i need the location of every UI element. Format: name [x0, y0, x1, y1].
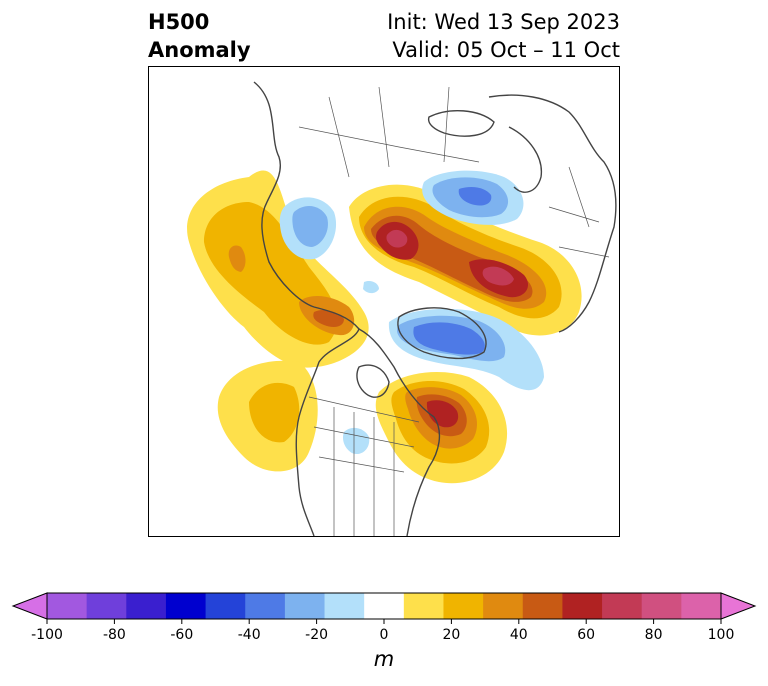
colorbar-tick-label: 100	[707, 627, 735, 643]
title-variable: H500	[148, 10, 210, 34]
canada-negative-core	[413, 322, 485, 355]
colorbar-tick-label: -40	[237, 627, 261, 643]
colorbar-tick-label: 80	[644, 627, 663, 643]
anomaly-map	[148, 66, 620, 537]
colorbar-cell	[641, 593, 682, 619]
colorbar-tick-label: 20	[442, 627, 461, 643]
title-field: Anomaly	[148, 38, 251, 62]
us-canada-border	[308, 396, 420, 423]
colorbar-cell	[403, 593, 444, 619]
greenland-coast	[397, 307, 487, 360]
us-state-lines	[313, 407, 415, 536]
russia-borders	[298, 86, 480, 178]
colorbar-cell	[324, 593, 365, 619]
colorbar-cell	[165, 593, 207, 619]
europe-coast	[488, 94, 617, 333]
colorbar-tick-label: -100	[31, 627, 63, 643]
colorbar-cell	[86, 593, 127, 619]
pacific-positive-inner	[228, 245, 246, 272]
valid-range: Valid: 05 Oct – 11 Oct	[392, 38, 620, 62]
atlantic-max-core	[426, 400, 459, 428]
colorbar-ticks	[46, 619, 722, 624]
colorbar-cell	[205, 593, 246, 619]
east-pacific-positive-core	[249, 382, 300, 443]
colorbar-cell	[284, 593, 326, 619]
colorbar-cell	[47, 593, 88, 619]
colorbar-tick-label: -60	[170, 627, 194, 643]
colorbar-tick-label: -80	[102, 627, 126, 643]
colorbar-cells	[47, 593, 722, 619]
anomaly-fields	[187, 170, 582, 484]
siberia-negative-inner	[458, 187, 492, 206]
anomaly-map-svg	[187, 81, 617, 536]
asia-coast	[253, 81, 315, 308]
hudson-bay	[356, 364, 390, 398]
colorbar	[11, 592, 757, 624]
init-date: Init: Wed 13 Sep 2023	[387, 10, 620, 34]
colorbar-cell	[126, 593, 167, 619]
arctic-islands	[427, 109, 495, 137]
colorbar-cell	[522, 593, 563, 619]
colorbar-tick-label: 60	[577, 627, 596, 643]
colorbar-cell	[562, 593, 603, 619]
colorbar-cell	[245, 593, 286, 619]
colorbar-cell	[602, 593, 643, 619]
colorbar-tick-label: 0	[379, 627, 389, 643]
map-date-info: Init: Wed 13 Sep 2023 Valid: 05 Oct – 11…	[387, 8, 620, 64]
na-west-coast	[295, 416, 315, 536]
na-east-coast	[358, 328, 441, 536]
colorbar-cell	[364, 593, 405, 619]
pacific-negative-core	[292, 205, 328, 247]
colorbar-cell	[483, 593, 524, 619]
europe-borders	[548, 166, 610, 258]
alaska-coast	[298, 306, 360, 418]
colorbar-tick-label: -20	[305, 627, 329, 643]
colorbar-cell	[681, 593, 722, 619]
colorbar-unit: m	[373, 647, 395, 671]
siberia-peak	[386, 229, 408, 248]
colorbar-extend-max	[720, 592, 757, 620]
borders	[298, 86, 610, 536]
colorbar-tick-label: 40	[509, 627, 528, 643]
us-negative-anomaly	[342, 427, 370, 455]
colorbar-extend-min	[11, 592, 48, 620]
colorbar-cell	[443, 593, 484, 619]
arctic-peak	[482, 266, 514, 286]
map-title: H500 Anomaly	[148, 8, 251, 64]
coastlines	[253, 81, 617, 536]
arctic-small-negative	[363, 280, 379, 294]
scandinavia-coast	[508, 126, 543, 193]
